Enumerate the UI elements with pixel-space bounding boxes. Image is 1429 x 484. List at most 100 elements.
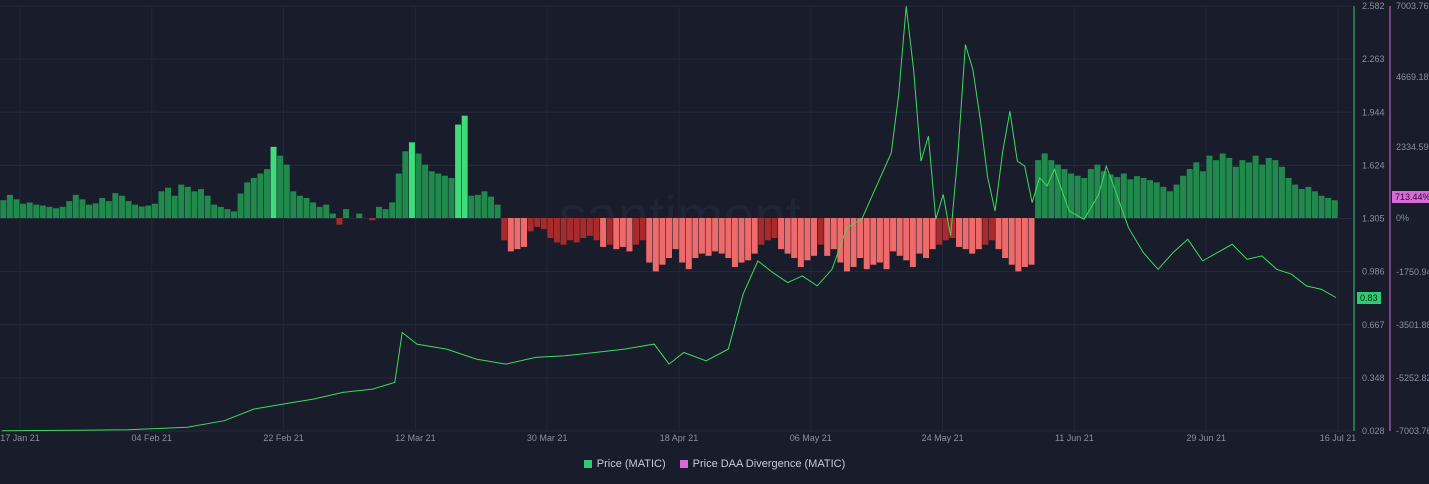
divergence-bar [593,218,600,241]
divergence-bar [1021,218,1028,267]
divergence-bar [573,218,580,243]
divergence-bar [1160,186,1167,218]
divergence-bar [481,191,488,218]
divergence-bar [863,218,870,270]
divergence-bar [1035,160,1042,218]
divergence-bar [204,195,211,218]
divergence-bar [118,195,125,218]
divergence-bar [804,218,811,261]
divergence-bar [1213,160,1220,218]
divergence-bar [1180,175,1187,218]
divergence-bar [389,202,396,218]
divergence-bar [0,200,7,218]
divergence-bar [1219,153,1226,218]
divergence-bar [975,218,982,250]
divergence-bar [843,218,850,272]
divergence-bar [6,194,13,218]
divergence-bar [646,218,653,263]
price-axis-tick: 2.582 [1362,1,1385,11]
legend-swatch-price [583,460,592,468]
divergence-bar [198,189,205,218]
legend-label-divergence: Price DAA Divergence (MATIC) [692,458,846,470]
divergence-bar [962,218,969,250]
divergence-bar [488,196,495,218]
divergence-bar [857,218,864,259]
divergence-bar [1028,218,1035,265]
x-axis-tick: 11 Jun 21 [1055,433,1094,443]
divergence-bar [527,218,534,232]
price-axis-tick: 0.028 [1362,426,1385,436]
divergence-bar [72,194,79,218]
divergence-bar [369,218,376,221]
divergence-bar [560,218,567,245]
divergence-bar [178,184,185,218]
divergence-bar [1133,176,1140,218]
divergence-bar [731,218,738,267]
divergence-bar [1331,200,1338,218]
divergence-bar [613,218,620,250]
divergence-bar [883,218,890,270]
divergence-bar [323,204,330,218]
divergence-bar [270,146,277,218]
divergence-bar [514,218,521,250]
divergence-bar [685,218,692,270]
divergence-bar [224,209,231,218]
divergence-bar [1298,189,1305,218]
divergence-bar [382,209,389,218]
divergence-bar [132,204,139,218]
divergence-bar [797,218,804,267]
divergence-bar [876,218,883,263]
divergence-bar [59,206,66,218]
divergence-bar [1311,191,1318,218]
price-axis-tick: 2.263 [1362,54,1385,64]
x-axis-tick: 29 Jun 21 [1186,433,1226,443]
divergence-bar [112,193,119,218]
divergence-bar [1061,169,1068,218]
divergence-bar [145,205,152,218]
divergence-bar [896,218,903,256]
divergence-bar [105,201,112,218]
divergence-bar [184,186,191,218]
legend-item-divergence[interactable]: Price DAA Divergence (MATIC) [679,458,846,470]
divergence-bar [567,218,574,241]
divergence-bar [336,218,343,225]
divergence-bar [92,203,99,218]
divergence-bar [712,218,719,252]
divergence-bar [1305,186,1312,218]
divergence-bar [85,204,92,218]
divergence-bar [494,204,501,218]
divergence-bar [705,218,712,256]
divergence-bar [824,218,831,256]
price-current-value-badge: 0.83 [1357,292,1381,304]
divergence-bar [1114,177,1121,218]
divergence-bar [277,155,284,218]
divergence-bar [923,218,930,259]
divergence-bar [263,169,270,218]
divergence-bar [778,218,785,250]
divergence-bar [1101,171,1108,218]
divergence-bar [830,218,837,250]
divergence-bar [1054,164,1061,218]
divergence-axis-tick: 0% [1396,213,1409,223]
divergence-bar [316,206,323,218]
divergence-bar [230,211,237,218]
divergence-bar [619,218,626,247]
divergence-bar [501,218,508,241]
divergence-bar [956,218,963,247]
divergence-bar [1199,171,1206,218]
divergence-bar [758,218,765,245]
divergence-bar [1094,164,1101,218]
legend-item-price[interactable]: Price (MATIC) [583,458,666,470]
divergence-bar [165,187,172,218]
divergence-bar [217,206,224,218]
divergence-bar [553,218,560,243]
divergence-bar [257,173,264,218]
divergence-bar [468,195,475,218]
divergence-bar [942,218,949,241]
divergence-bar [969,218,976,254]
divergence-bar [422,164,429,218]
divergence-bar [534,218,541,227]
divergence-bar [870,218,877,265]
